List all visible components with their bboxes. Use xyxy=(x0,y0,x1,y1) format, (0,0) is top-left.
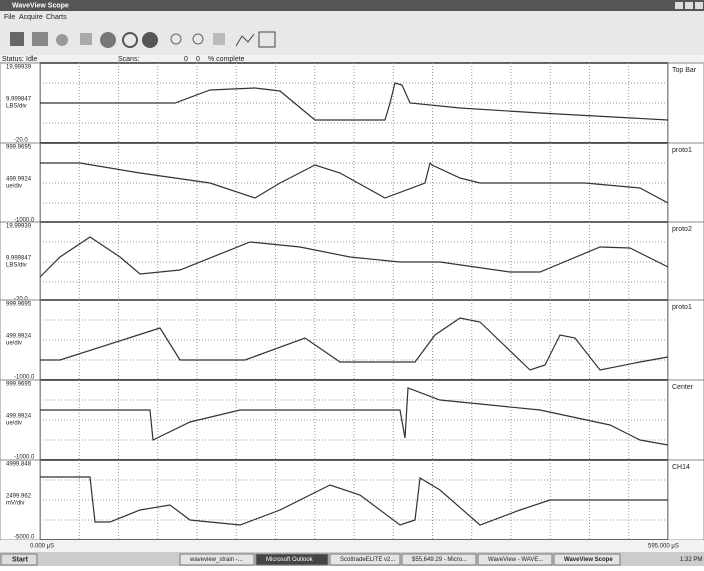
axis-max: 999.9695 xyxy=(6,145,32,151)
save-icon[interactable] xyxy=(10,32,24,46)
status-count1: 0 xyxy=(184,56,188,63)
taskbar-label[interactable]: Microsoft Outlook xyxy=(266,557,314,563)
menu-item[interactable]: File xyxy=(4,14,15,21)
record-icon[interactable] xyxy=(142,32,158,48)
screen: WaveView Scope File AcquireCharts Status:… xyxy=(0,0,704,566)
axis-mid: 9.999847 xyxy=(6,256,32,262)
channel-column xyxy=(668,143,704,223)
channel-label[interactable]: proto1 xyxy=(672,304,692,311)
axis-unit: mV/div xyxy=(6,501,24,507)
x-axis-bg xyxy=(0,540,704,552)
status-label: Status: xyxy=(2,56,24,63)
axis-mid: 2499.962 xyxy=(6,494,32,500)
axis-max: 999.9695 xyxy=(6,382,32,388)
status-bar: Status:Idle Scans: 0 0 % complete xyxy=(0,55,704,63)
channel-column xyxy=(668,380,704,460)
channel-column xyxy=(668,222,704,302)
channel-label[interactable]: proto1 xyxy=(672,147,692,154)
menu-item[interactable]: Acquire xyxy=(19,14,43,21)
x-axis: 0.000 µS 595.000 µS xyxy=(0,540,704,552)
minimize-button[interactable] xyxy=(675,2,683,9)
channel-label[interactable]: Top Bar xyxy=(672,67,697,74)
window-title: WaveView Scope xyxy=(12,2,69,9)
taskbar-label[interactable]: WaveView - WAVE... xyxy=(488,557,544,563)
axis-max: 999.9695 xyxy=(6,302,32,308)
status-percent-label: % complete xyxy=(208,56,245,63)
channel-label[interactable]: CH14 xyxy=(672,464,690,471)
title-bar xyxy=(0,0,704,11)
channel-label[interactable]: Center xyxy=(672,384,694,391)
close-button[interactable] xyxy=(695,2,703,9)
axis-max: 4999.848 xyxy=(6,462,32,468)
status-bg xyxy=(0,55,704,63)
menu-item[interactable]: Charts xyxy=(46,14,67,21)
status-count2: 0 xyxy=(196,56,200,63)
status-scans-label: Scans: xyxy=(118,56,139,63)
axis-unit: ue/div xyxy=(6,184,22,190)
axis-mid: 499.9924 xyxy=(6,414,32,420)
axis-mid: 9.999847 xyxy=(6,97,32,103)
start-label[interactable]: Start xyxy=(12,556,29,563)
status-value: Idle xyxy=(26,56,37,63)
probe-icon[interactable] xyxy=(80,33,92,45)
taskbar-label[interactable]: WaveView Scope xyxy=(564,557,613,563)
taskbar-label[interactable]: ScottradeELITE v2... xyxy=(340,557,396,563)
axis-min: -5000.0 xyxy=(14,535,35,541)
channel-column xyxy=(668,63,704,143)
maximize-button[interactable] xyxy=(685,2,693,9)
channel-column xyxy=(668,300,704,380)
axis-unit: LBS/div xyxy=(6,263,27,269)
axis-max: 19.99939 xyxy=(6,224,32,230)
x-axis-start: 0.000 µS xyxy=(30,544,54,550)
axis-unit: ue/div xyxy=(6,341,22,347)
channel-column xyxy=(668,460,704,540)
stop-icon[interactable] xyxy=(100,32,116,48)
axis-max: 19.99939 xyxy=(6,65,32,71)
print-icon[interactable] xyxy=(32,32,48,46)
scale-icon[interactable] xyxy=(213,33,225,45)
channel-label[interactable]: proto2 xyxy=(672,226,692,233)
refresh-icon[interactable] xyxy=(56,34,68,46)
axis-mid: 499.9924 xyxy=(6,334,32,340)
axis-unit: ue/div xyxy=(6,421,22,427)
x-axis-end: 595.000 µS xyxy=(648,544,679,550)
axis-unit: LBS/div xyxy=(6,104,27,110)
taskbar-label[interactable]: $55,649.29 - Micro... xyxy=(412,557,467,563)
taskbar-label[interactable]: waveview_strain -... xyxy=(189,557,243,563)
axis-mid: 499.9924 xyxy=(6,177,32,183)
clock: 1:32 PM xyxy=(680,557,702,563)
